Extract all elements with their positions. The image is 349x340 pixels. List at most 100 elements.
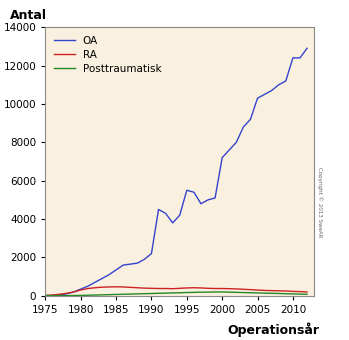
OA [298,56,302,60]
RA [298,290,302,294]
OA [248,117,253,121]
Posttraumatisk [241,290,245,294]
RA [79,288,83,292]
Posttraumatisk [128,292,132,296]
RA [50,293,54,297]
OA [291,56,295,60]
RA [86,287,90,291]
Posttraumatisk [178,291,182,295]
OA [107,273,111,277]
Posttraumatisk [142,292,147,296]
RA [43,293,47,298]
RA [220,287,224,291]
Posttraumatisk [107,293,111,297]
Line: RA: RA [45,287,307,295]
Text: Antal: Antal [10,9,47,22]
RA [121,285,125,289]
Posttraumatisk [199,290,203,294]
RA [206,286,210,290]
RA [72,290,76,294]
RA [93,286,97,290]
OA [163,211,168,215]
RA [163,287,168,291]
Posttraumatisk [255,291,260,295]
OA [206,198,210,202]
RA [135,286,139,290]
Posttraumatisk [50,294,54,298]
Posttraumatisk [65,293,69,298]
RA [65,291,69,295]
OA [178,213,182,217]
RA [277,289,281,293]
OA [277,83,281,87]
Posttraumatisk [277,291,281,295]
RA [107,285,111,289]
OA [199,202,203,206]
Posttraumatisk [213,290,217,294]
RA [185,286,189,290]
OA [135,261,139,265]
OA [149,252,154,256]
OA [213,196,217,200]
OA [142,257,147,261]
OA [192,190,196,194]
Posttraumatisk [206,290,210,294]
Posttraumatisk [248,291,253,295]
OA [100,276,104,280]
Posttraumatisk [298,292,302,296]
OA [50,293,54,298]
OA [185,188,189,192]
OA [220,156,224,160]
OA [241,125,245,129]
RA [142,286,147,290]
Posttraumatisk [234,290,238,294]
OA [284,79,288,83]
Posttraumatisk [262,291,267,295]
OA [262,92,267,96]
Posttraumatisk [171,291,175,295]
RA [58,292,62,296]
Posttraumatisk [305,292,309,296]
OA [171,221,175,225]
Posttraumatisk [220,290,224,294]
Legend: OA, RA, Posttraumatisk: OA, RA, Posttraumatisk [51,32,165,77]
Posttraumatisk [121,292,125,296]
OA [65,292,69,296]
Posttraumatisk [135,292,139,296]
OA [128,262,132,266]
OA [93,280,97,284]
Posttraumatisk [156,291,161,295]
RA [241,287,245,291]
OA [72,290,76,294]
RA [305,290,309,294]
Posttraumatisk [269,291,274,295]
RA [227,287,231,291]
RA [262,288,267,292]
RA [128,285,132,289]
Posttraumatisk [163,291,168,295]
OA [269,88,274,92]
RA [100,285,104,289]
Posttraumatisk [185,290,189,294]
RA [178,286,182,290]
Line: OA: OA [45,48,307,295]
Posttraumatisk [58,294,62,298]
OA [79,287,83,291]
RA [192,286,196,290]
RA [255,288,260,292]
OA [86,284,90,288]
OA [234,140,238,144]
Posttraumatisk [284,292,288,296]
OA [227,148,231,152]
X-axis label: Operationsår: Operationsår [228,323,320,337]
RA [291,289,295,293]
OA [114,268,118,272]
Posttraumatisk [149,291,154,295]
RA [199,286,203,290]
RA [156,287,161,291]
RA [269,289,274,293]
Posttraumatisk [86,293,90,297]
Posttraumatisk [114,292,118,296]
Posttraumatisk [43,294,47,298]
Posttraumatisk [100,293,104,297]
